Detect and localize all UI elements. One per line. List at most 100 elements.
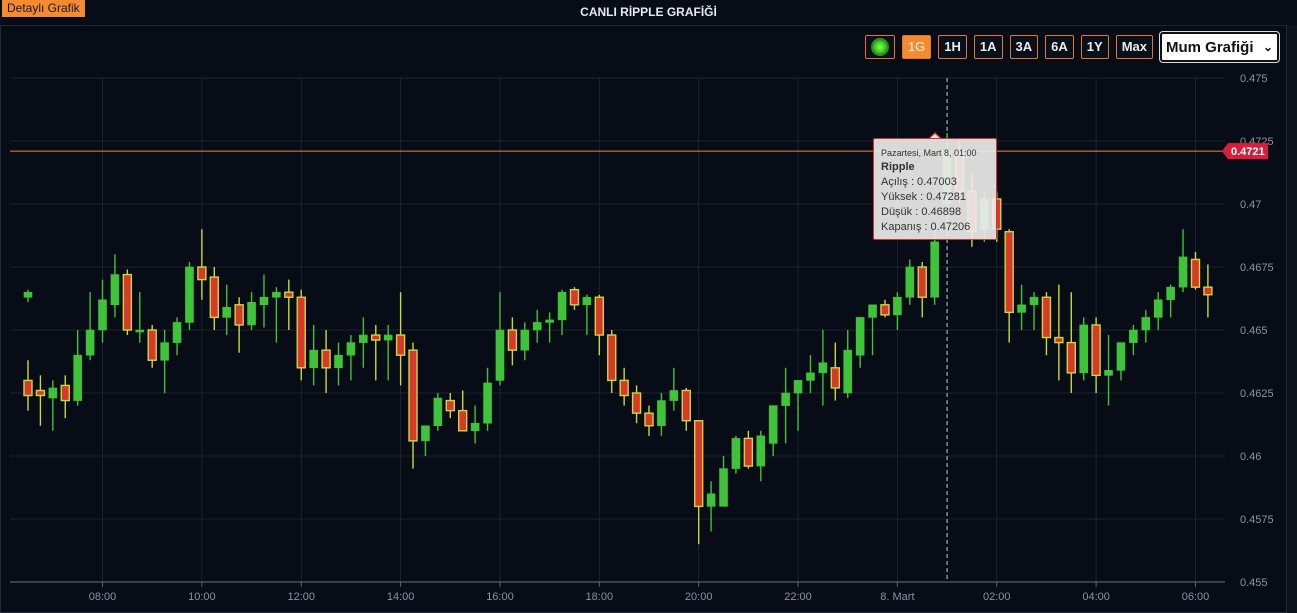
candle-body [110,274,120,306]
range-6a-button[interactable]: 6A [1045,35,1074,59]
x-tick-label: 02:00 [983,591,1011,603]
current-price-label: 0.4721 [1231,146,1265,158]
candle-body [905,266,915,298]
candle-body [247,301,256,326]
candle-body [321,349,331,369]
candle-body [296,296,306,369]
page-scrollbar[interactable] [1287,25,1297,613]
candle-body [594,296,605,336]
chart-type-selected-label: Mum Grafiği [1166,38,1254,56]
range-1a-button[interactable]: 1A [973,35,1003,59]
candle-body [843,349,853,394]
candle-body [1041,296,1052,339]
tooltip-low: Düşük : 0.46898 [881,206,962,218]
candle-body [830,367,840,389]
candle-body [855,317,865,356]
header-bar: Detaylı Grafik CANLI RİPPLE GRAFİĞİ [0,0,1297,26]
y-tick-label: 0.455 [1240,577,1268,589]
candle-body [1054,336,1064,344]
candle-body [185,266,194,323]
candle-body [569,288,580,306]
candle-body [172,322,182,343]
candle-body [1190,258,1201,288]
candle-body [346,342,356,356]
candle-body [582,296,592,306]
candle-body [520,329,530,351]
candle-body [309,349,318,369]
range-1g-button[interactable]: 1G [901,35,932,59]
candle-body [284,291,294,298]
candle-body [408,349,418,442]
candle-body [681,389,691,422]
candle-body [209,276,220,319]
candle-body [445,399,455,412]
detail-chart-link[interactable]: Detaylı Grafik [2,0,85,17]
x-tick-label: 20:00 [685,591,713,603]
candle-body [1116,342,1126,371]
candle-body [1129,329,1138,343]
chart-type-select[interactable]: Mum Grafiği ⌄ [1159,31,1280,63]
current-price-badge [1222,143,1268,160]
range-1h-button[interactable]: 1H [938,35,967,59]
candle-body [98,299,107,331]
candle-body [719,468,728,507]
tooltip-time: Pazartesi, Mart 8, 01:00 [881,148,977,158]
range-3a-button[interactable]: 3A [1009,35,1039,59]
candle-body [371,334,381,341]
live-status-icon [872,40,887,54]
range-1y-button[interactable]: 1Y [1080,35,1109,59]
x-tick-label: 12:00 [287,591,315,603]
candle-body [657,400,666,427]
candle-body [85,329,95,356]
chart-toolbar: 1G 1H 1A 3A 6A 1Y Max Mum Grafiği ⌄ [864,31,1280,63]
tooltip-open: Açılış : 0.47003 [881,176,957,188]
candle-body [334,354,343,369]
candle-body [421,425,430,442]
candle-body [1104,370,1113,376]
x-tick-label: 18:00 [586,591,614,603]
y-tick-label: 0.4575 [1240,514,1274,526]
candle-body [669,390,679,401]
candle-body [793,380,803,394]
candle-body [1079,324,1088,374]
candle-body [756,435,766,467]
candle-tooltip: Pazartesi, Mart 8, 01:00 Ripple Açılış :… [873,138,997,240]
candle-body [197,266,207,281]
live-toggle-button[interactable] [864,35,895,59]
candle-body [433,397,443,427]
candle-body [532,322,542,331]
candle-body [259,296,269,306]
candle-body [23,379,33,397]
candle-body [1178,256,1188,288]
range-max-button[interactable]: Max [1115,35,1153,59]
candle-body [507,329,518,351]
y-tick-label: 0.4625 [1240,388,1274,400]
candle-body [60,384,70,402]
tooltip-series-name: Ripple [881,161,915,173]
candle-body [272,291,281,298]
candle-body [607,334,617,382]
candle-body [147,329,157,361]
candle-body [395,334,406,356]
candle-body [1166,286,1175,301]
candle-body [619,379,629,397]
candle-body [917,266,927,298]
candle-body [160,342,169,361]
tooltip-close: Kapanış : 0.47206 [881,221,971,233]
candle-body [48,387,58,399]
candle-body [135,329,145,333]
candle-body [731,438,741,469]
x-tick-label: 14:00 [387,591,415,603]
x-tick-label: 06:00 [1182,591,1210,603]
candle-body [73,354,82,401]
candle-body [1004,231,1014,314]
candle-body [631,392,642,414]
candle-body [781,392,790,406]
y-tick-label: 0.475 [1240,73,1268,85]
candle-body [868,304,877,318]
y-tick-label: 0.465 [1240,325,1268,337]
candle-body [557,291,567,321]
candle-body [1017,304,1026,313]
